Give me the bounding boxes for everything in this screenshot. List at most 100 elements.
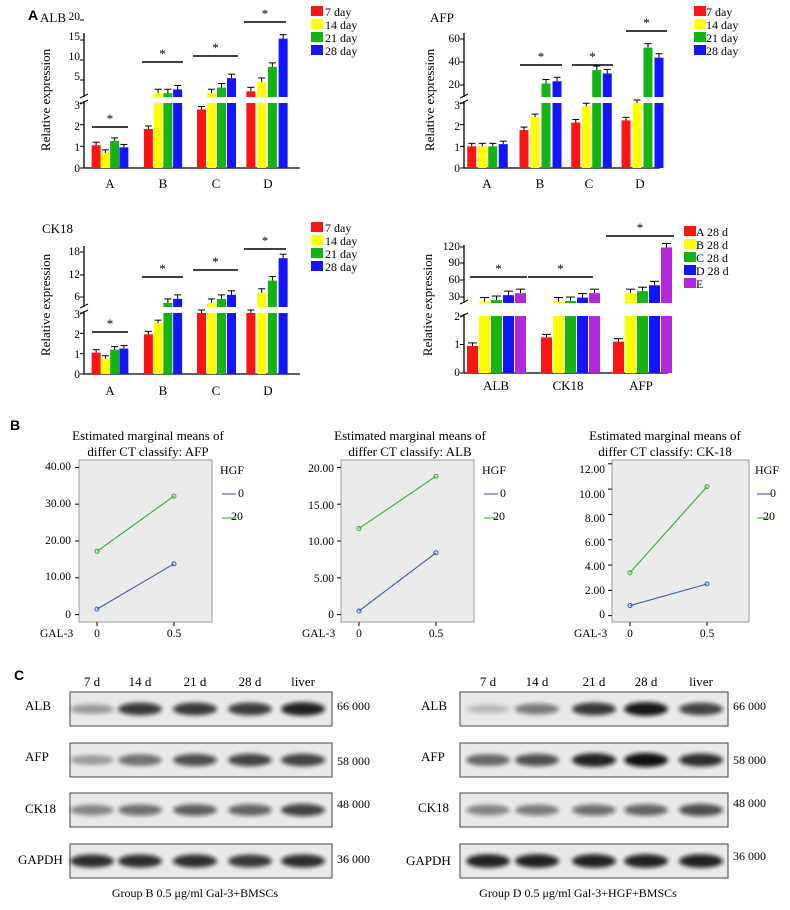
y-axis-label: Relative expression <box>38 48 53 151</box>
line-chart-ck18: Estimated marginal means of differ CT cl… <box>574 428 779 640</box>
bar-upper-segment <box>589 293 600 303</box>
bar-lower-segment <box>217 103 226 168</box>
legend-label: B 28 d <box>696 238 728 252</box>
bar-lower-segment <box>207 103 216 168</box>
y-axis-label: Relative expression <box>420 253 435 356</box>
protein-band <box>466 804 510 816</box>
bar-lower-segment <box>541 103 551 168</box>
bar-lower-segment <box>491 316 502 373</box>
bar-upper-segment <box>552 81 562 97</box>
tick-label: 8.00 <box>585 513 605 525</box>
legend-label: 7 day <box>706 5 732 19</box>
tick-label: 120 <box>443 241 461 253</box>
bar <box>100 152 110 168</box>
significance-star: * <box>262 6 269 21</box>
series-line <box>96 563 175 610</box>
bar <box>530 117 540 168</box>
category-label: CK18 <box>552 378 583 393</box>
bar <box>197 313 206 374</box>
data-point <box>356 608 362 614</box>
molecular-weight: 66 000 <box>733 699 766 713</box>
bar-lower-segment <box>257 313 267 374</box>
significance-star: * <box>643 15 650 30</box>
lane-label: 7 d <box>84 674 101 689</box>
legend-swatch <box>694 32 706 42</box>
data-point <box>433 473 439 479</box>
bar-upper-segment <box>163 302 173 307</box>
legend-label: 20 <box>763 509 775 523</box>
protein-band <box>173 702 217 716</box>
line-chart-afp: Estimated marginal means of differ CT cl… <box>40 428 244 640</box>
tick-label: 2 <box>454 311 460 323</box>
lane-label: 21 d <box>583 674 606 689</box>
legend-label: 7 day <box>325 5 351 19</box>
tick-label: 10.00 <box>308 536 334 548</box>
bar-lower-segment <box>515 316 526 373</box>
chart-title-line: differ CT classify: CK-18 <box>598 444 731 459</box>
legend-label: 20 <box>493 509 505 523</box>
tick-label: 0.5 <box>429 628 444 640</box>
data-point <box>704 581 710 587</box>
bar <box>100 358 110 374</box>
bar-lower-segment <box>643 103 653 168</box>
bar-upper-segment <box>257 81 267 97</box>
protein-band <box>228 804 272 816</box>
chart-title-line: Estimated marginal means of <box>334 428 486 443</box>
bar-lower-segment <box>267 313 277 374</box>
bar-lower-segment <box>552 103 562 168</box>
bar-lower-segment <box>503 316 514 373</box>
data-point <box>704 484 710 490</box>
bar-upper-segment <box>173 89 183 97</box>
legend-label: 0 <box>500 486 506 500</box>
bar-upper-segment <box>654 57 664 97</box>
significance-star: * <box>107 111 114 126</box>
plot-area <box>611 459 750 623</box>
bar-upper-segment <box>267 280 277 307</box>
protein-band <box>118 854 162 868</box>
data-point <box>356 525 362 531</box>
legend-label: D 28 d <box>696 264 729 278</box>
tick-label: 15.00 <box>308 500 334 512</box>
bar-upper-segment <box>661 247 672 303</box>
protein-band <box>679 753 723 767</box>
bar <box>197 109 206 168</box>
bar <box>91 352 101 374</box>
bar <box>581 106 591 168</box>
legend-label: 7 day <box>325 221 351 235</box>
tick-label: 2.00 <box>585 585 605 597</box>
bar-upper-segment <box>257 292 267 307</box>
bar-chart-alb: ALB Relative expression 5 10 15 20 0 1 2… <box>38 5 357 191</box>
bar <box>541 337 552 373</box>
legend-swatch <box>311 32 323 42</box>
protein-band <box>70 854 114 868</box>
data-point <box>171 493 177 499</box>
protein-band <box>281 753 325 767</box>
tick-label: 40 <box>449 56 461 68</box>
x-axis-label: GAL-3 <box>302 628 335 640</box>
legend-swatch <box>311 6 323 16</box>
line-chart-alb: Estimated marginal means of differ CT cl… <box>302 428 506 640</box>
tick-label: 3 <box>74 309 80 321</box>
chart-title-line: differ CT classify: AFP <box>87 444 208 459</box>
bar-lower-segment <box>278 103 288 168</box>
bar-upper-segment <box>553 301 564 303</box>
tick-label: 0 <box>65 609 71 621</box>
tick-label: 0 <box>356 628 362 640</box>
bar-upper-segment <box>565 301 576 303</box>
tick-label: 20 <box>449 79 461 91</box>
data-point <box>627 603 633 609</box>
tick-label: 3 <box>454 100 460 112</box>
protein-label: AFP <box>25 749 49 764</box>
protein-band <box>228 854 272 868</box>
protein-band <box>118 702 162 716</box>
tick-label: 12 <box>69 269 81 281</box>
protein-label: CK18 <box>418 800 449 815</box>
tick-label: 6 <box>74 291 80 303</box>
protein-band <box>515 804 559 816</box>
bar-upper-segment <box>541 83 551 97</box>
molecular-weight: 58 000 <box>733 753 766 767</box>
tick-label: 0 <box>328 609 334 621</box>
protein-band <box>173 804 217 816</box>
axis-break <box>79 303 89 309</box>
protein-band <box>572 702 616 716</box>
